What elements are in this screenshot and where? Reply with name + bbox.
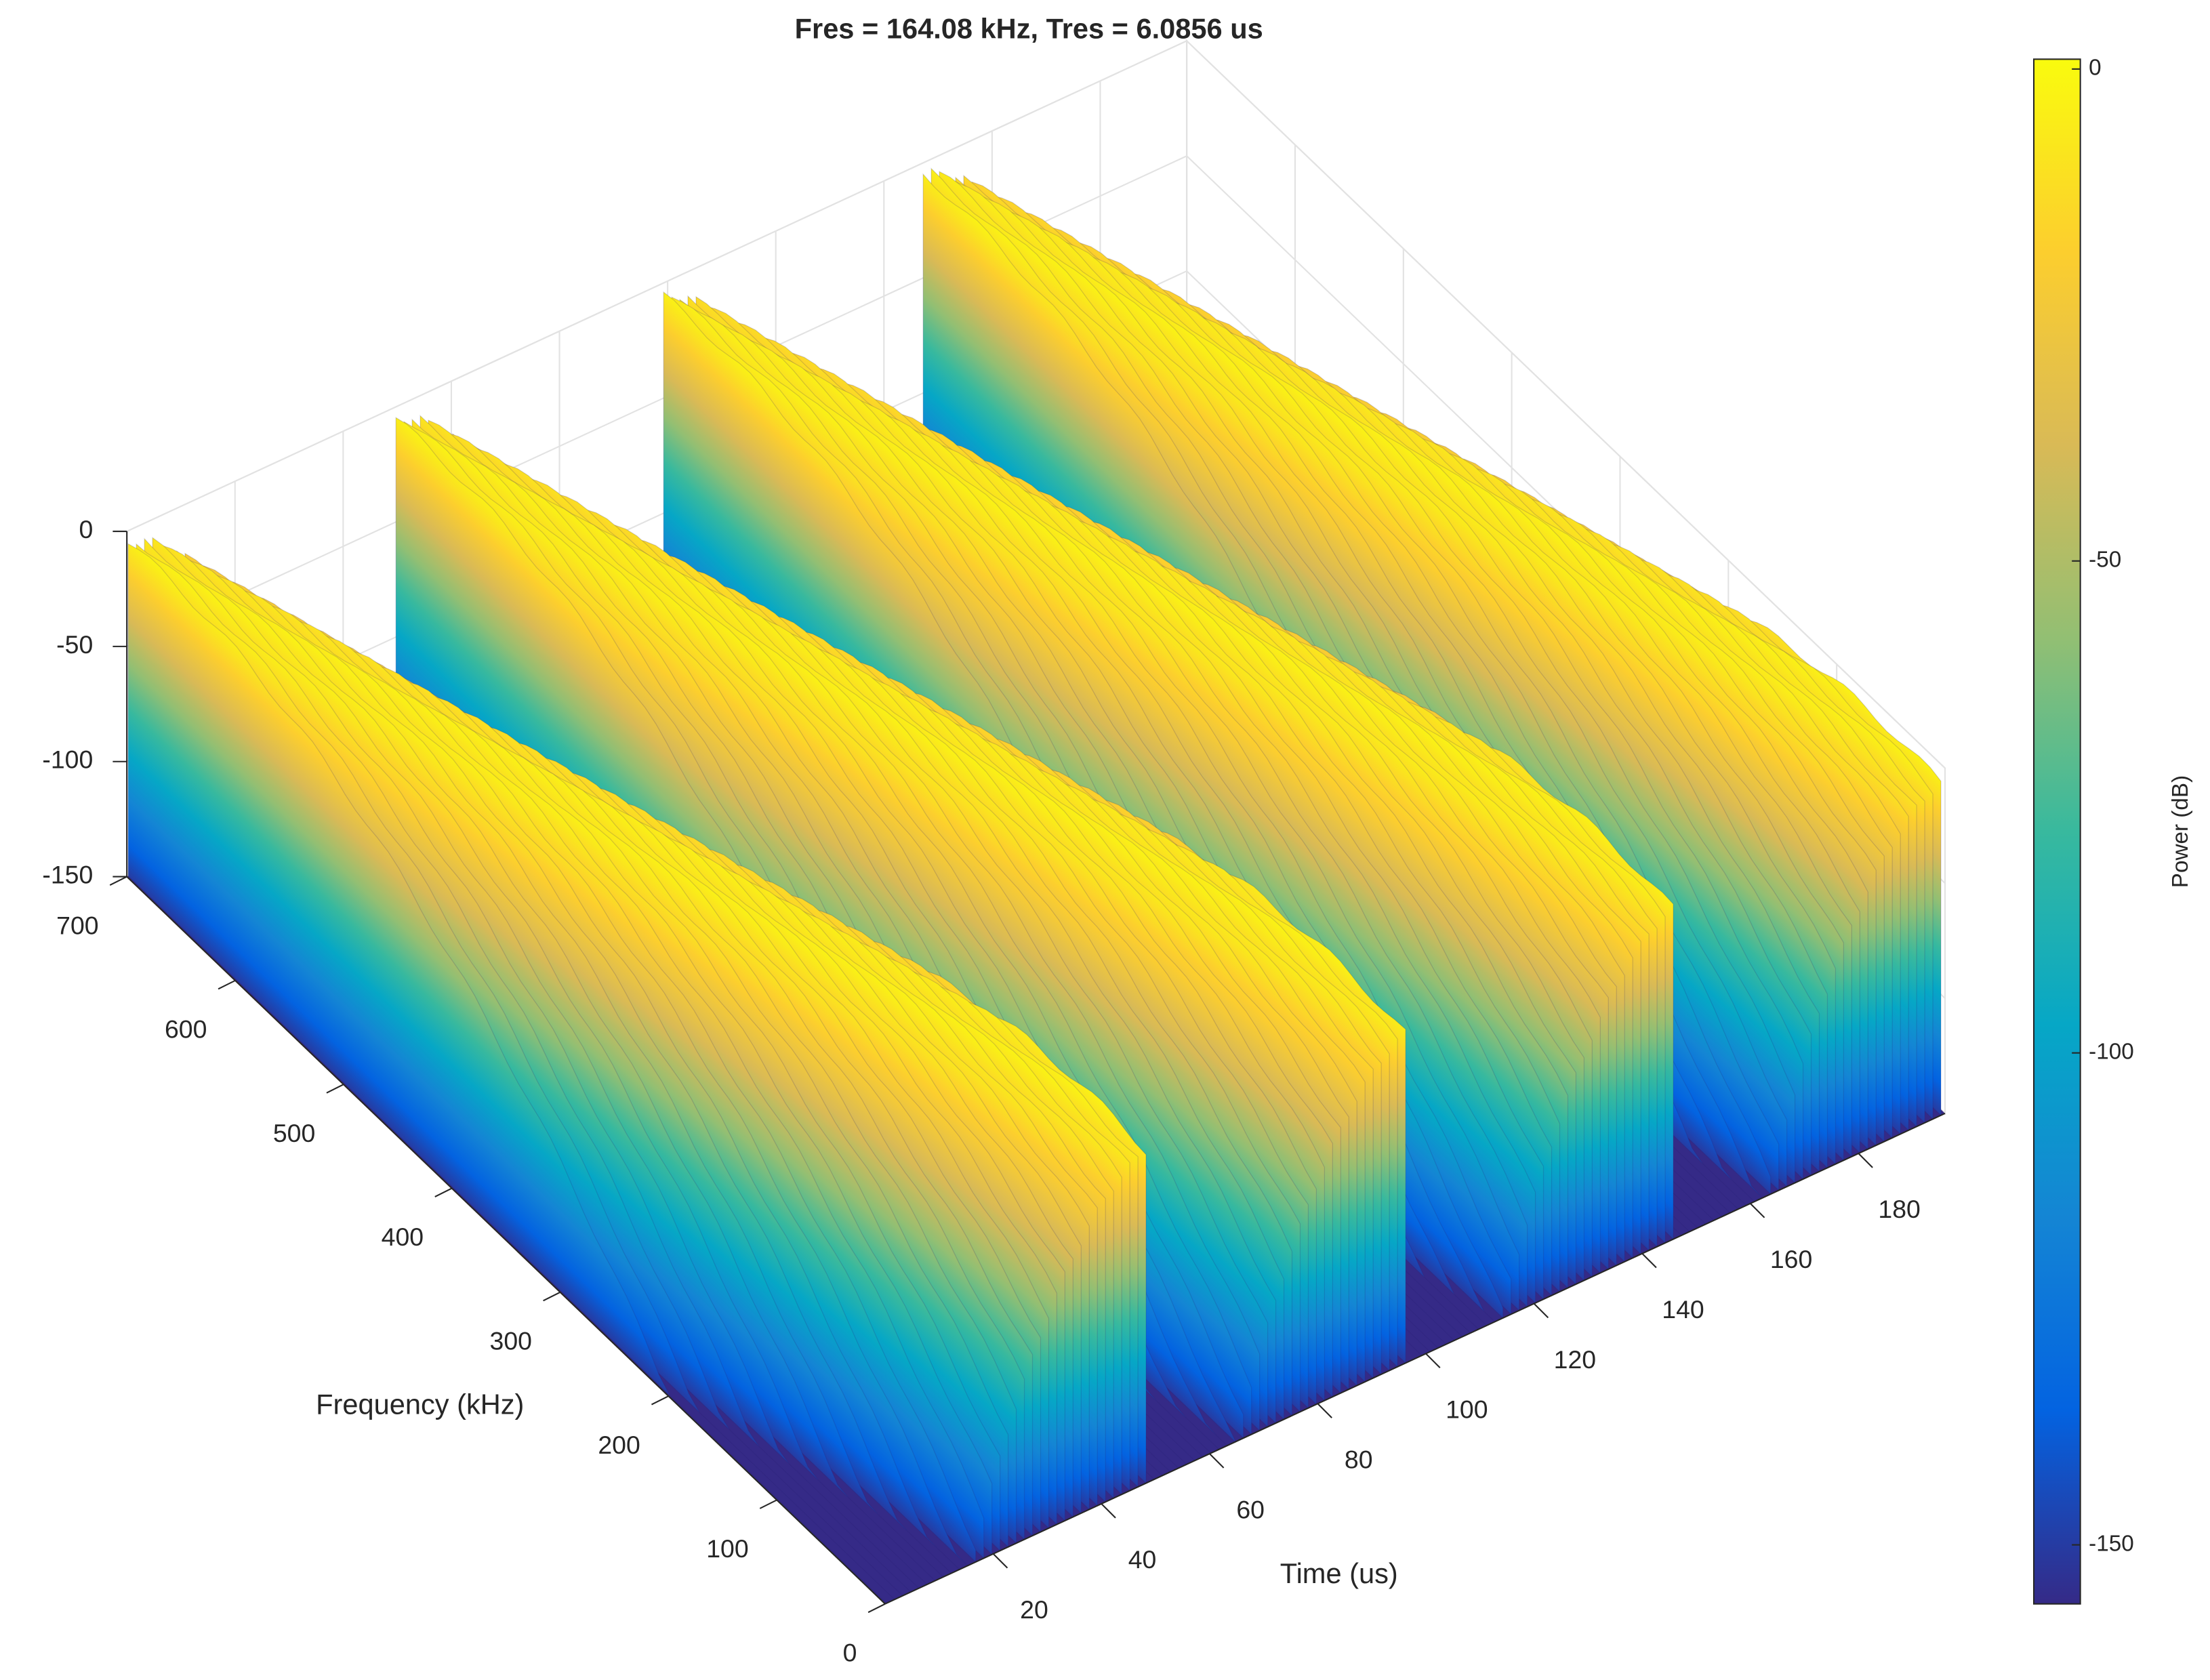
x-axis-label: Time (us) [1280, 1557, 1398, 1589]
z-tick-label: -100 [42, 745, 93, 774]
y-tick [109, 876, 127, 886]
y-tick-label: 600 [165, 1015, 207, 1044]
y-tick [867, 1603, 886, 1614]
x-tick-label: 20 [1020, 1595, 1048, 1624]
x-tick [992, 1553, 1008, 1569]
y-tick-label: 100 [706, 1534, 748, 1563]
z-tick-label: -50 [56, 630, 93, 659]
axis-line [126, 876, 886, 1605]
z-tick-label: 0 [79, 515, 93, 544]
colorbar [2032, 58, 2081, 1605]
y-tick-label: 300 [490, 1327, 532, 1355]
y-tick-label: 700 [56, 911, 98, 939]
y-tick-label: 500 [273, 1119, 315, 1147]
y-tick [651, 1395, 669, 1406]
y-tick-label: 0 [843, 1638, 857, 1666]
y-tick [218, 979, 236, 990]
surface-slice [127, 543, 887, 1604]
colorbar-tick-label: 0 [2089, 56, 2102, 81]
x-tick-label: 40 [1128, 1545, 1157, 1574]
grid-line [126, 40, 1946, 769]
x-tick-label: 120 [1554, 1345, 1596, 1374]
x-tick [1533, 1303, 1549, 1319]
y-tick-label: 400 [382, 1223, 424, 1251]
x-tick [1858, 1153, 1873, 1168]
colorbar-tick-label: -50 [2089, 548, 2121, 573]
x-tick-label: 80 [1345, 1445, 1373, 1473]
colorbar-label: Power (dB) [2168, 775, 2193, 888]
y-axis-label: Frequency (kHz) [316, 1389, 524, 1420]
y-tick [434, 1187, 453, 1197]
x-tick [1209, 1453, 1225, 1469]
colorbar-tick-label: -150 [2089, 1531, 2134, 1556]
x-tick [1641, 1253, 1657, 1269]
y-tick [326, 1084, 344, 1094]
z-tick-label: -150 [42, 860, 93, 888]
y-tick-label: 200 [598, 1431, 640, 1459]
x-tick-label: 160 [1770, 1245, 1812, 1273]
x-tick [1425, 1353, 1441, 1368]
x-tick-label: 100 [1446, 1395, 1488, 1424]
axis-line [884, 1113, 1946, 1605]
x-tick-label: 140 [1662, 1295, 1704, 1324]
x-tick-label: 180 [1878, 1195, 1920, 1223]
x-tick [1750, 1203, 1765, 1218]
y-tick [543, 1291, 561, 1302]
x-tick-label: 60 [1236, 1495, 1265, 1523]
x-tick [1317, 1403, 1332, 1418]
x-tick [1101, 1503, 1116, 1519]
chart-title: Fres = 164.08 kHz, Tres = 6.0856 us [795, 13, 1263, 45]
y-tick [759, 1499, 777, 1509]
colorbar-tick-label: -100 [2089, 1039, 2134, 1064]
